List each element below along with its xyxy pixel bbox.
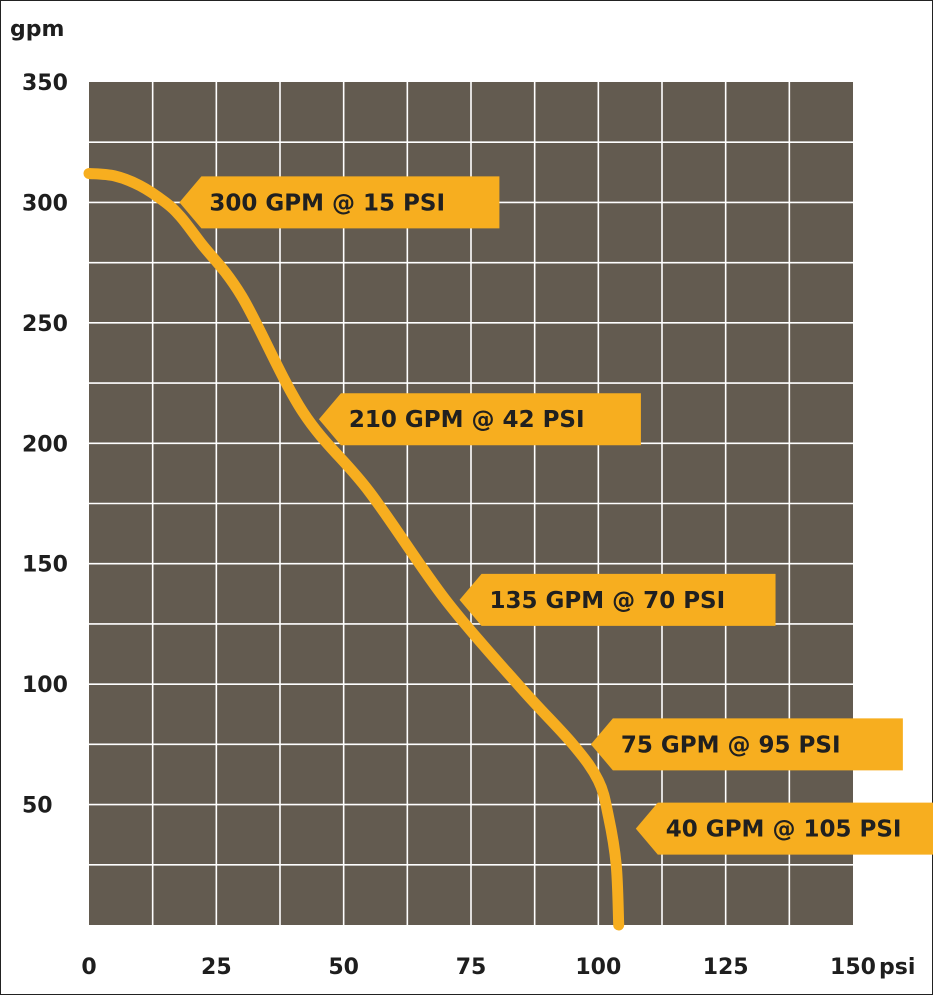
callout-label: 40 GPM @ 105 PSI [635,802,933,855]
callout-arrow [590,718,903,771]
callout-label: 135 GPM @ 70 PSI [459,573,776,626]
callout-arrow [635,802,933,855]
x-tick-label: 50 [328,955,359,980]
x-axis-label: psi [879,955,915,980]
callout-layer: 300 GPM @ 15 PSI 210 GPM @ 42 PSI 135 GPM … [179,176,933,855]
y-axis-label: gpm [10,17,64,42]
callout-text: 300 GPM @ 15 PSI [209,190,445,216]
callout-label: 300 GPM @ 15 PSI [179,176,500,229]
y-tick-label: 150 [22,553,68,578]
callout-text: 40 GPM @ 105 PSI [666,817,902,843]
x-tick-label: 25 [201,955,232,980]
callout-label: 75 GPM @ 95 PSI [590,718,903,771]
callout-text: 210 GPM @ 42 PSI [349,407,585,433]
callout-arrow [179,176,500,229]
y-tick-label: 100 [22,673,68,698]
x-tick-label: 150 [830,955,876,980]
curve-layer [83,168,625,931]
callout-text: 135 GPM @ 70 PSI [490,588,726,614]
callout-arrow [459,573,776,626]
y-tick-label: 350 [22,71,68,96]
tick-label-layer: 50 100 150 200 250 300 350 0 25 50 75 100 125 150 [22,71,876,980]
y-tick-label: 200 [22,432,68,457]
x-tick-label: 0 [81,955,96,980]
callout-arrow [318,393,641,446]
pump-curve-line [83,168,625,931]
callout-text: 75 GPM @ 95 PSI [621,732,841,758]
y-tick-label: 50 [22,794,53,819]
x-tick-label: 125 [703,955,749,980]
y-tick-label: 250 [22,312,68,337]
y-tick-label: 300 [22,191,68,216]
x-tick-label: 75 [456,955,487,980]
callout-label: 210 GPM @ 42 PSI [318,393,641,446]
x-tick-label: 100 [575,955,621,980]
